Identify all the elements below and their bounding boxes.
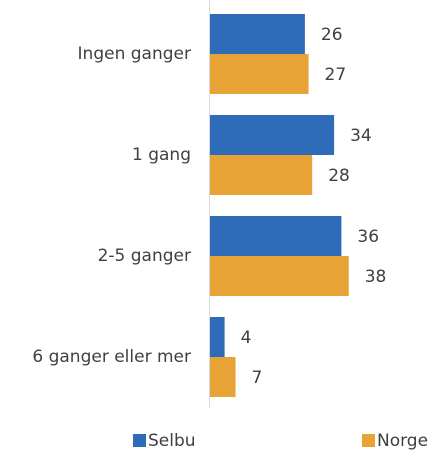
value-label: 34	[350, 126, 372, 146]
bar	[210, 54, 309, 94]
legend-swatch	[362, 434, 375, 447]
value-label: 28	[328, 166, 350, 186]
legend-swatch	[133, 434, 146, 447]
bar	[210, 216, 342, 256]
legend-label: Norge	[377, 431, 428, 451]
bar	[210, 357, 236, 397]
y-tick-label: 2-5 ganger	[98, 246, 191, 266]
value-label: 26	[321, 25, 343, 45]
value-label: 36	[357, 227, 379, 247]
value-label: 7	[252, 368, 263, 388]
legend-label: Selbu	[148, 431, 196, 451]
bar	[210, 256, 349, 296]
bar	[210, 115, 335, 155]
y-tick-label: Ingen ganger	[78, 44, 191, 64]
value-label: 27	[325, 65, 347, 85]
bar	[210, 317, 225, 357]
value-label: 4	[241, 328, 252, 348]
value-label: 38	[365, 267, 387, 287]
bar	[210, 155, 313, 195]
y-tick-label: 6 ganger eller mer	[32, 347, 191, 367]
bar	[210, 14, 305, 54]
y-tick-label: 1 gang	[132, 145, 191, 165]
